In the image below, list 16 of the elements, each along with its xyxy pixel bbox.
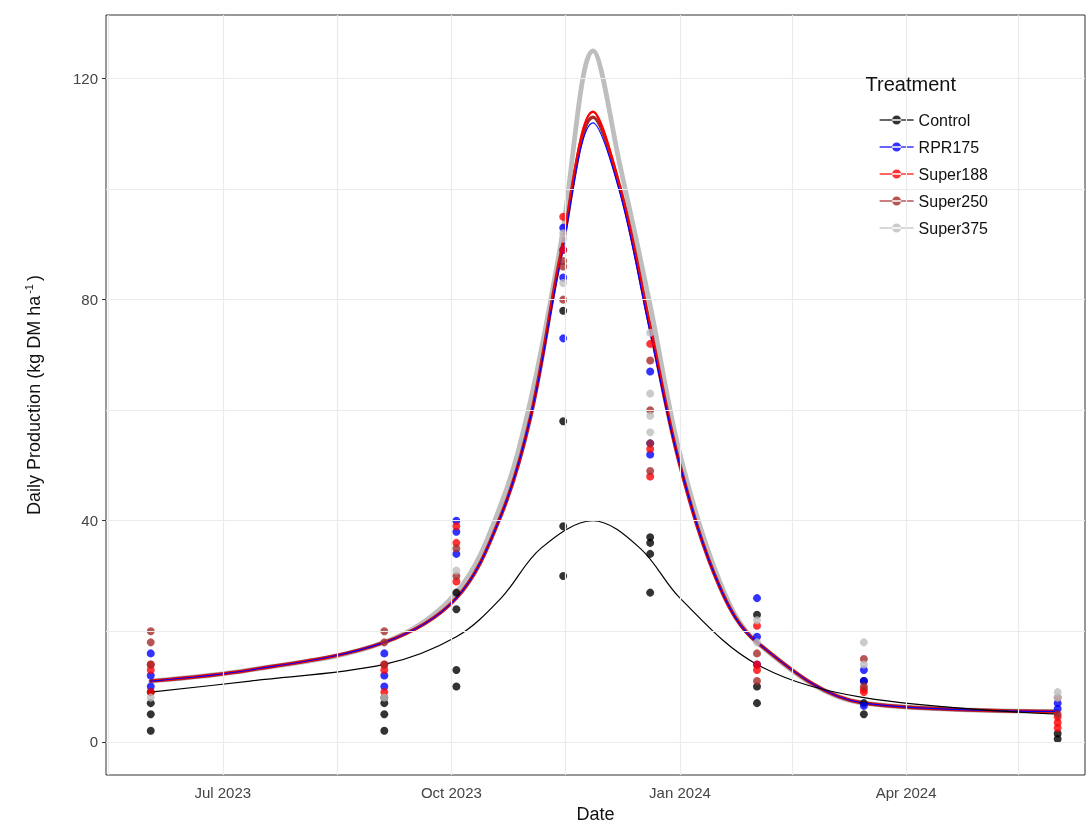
y-tick-label: 80	[81, 291, 98, 309]
legend-label: Super375	[918, 219, 989, 237]
y-tick-label: 0	[89, 733, 98, 751]
x-axis-title: Date	[576, 804, 615, 824]
legend-label: RPR175	[918, 138, 980, 156]
legend-label: Super188	[918, 165, 989, 183]
legend-label: Super250	[918, 192, 989, 210]
legend-label: Control	[918, 111, 971, 129]
x-tick-label: Oct 2023	[420, 784, 482, 801]
x-tick-label: Jul 2023	[194, 784, 252, 801]
legend-title: Treatment	[865, 73, 957, 95]
y-axis-title: Daily Production (kg DM ha-1)	[22, 275, 44, 515]
x-tick-label: Jan 2024	[649, 784, 711, 801]
x-tick-label: Apr 2024	[875, 784, 937, 801]
y-tick-label: 120	[72, 70, 98, 88]
y-tick-label: 40	[81, 512, 98, 530]
